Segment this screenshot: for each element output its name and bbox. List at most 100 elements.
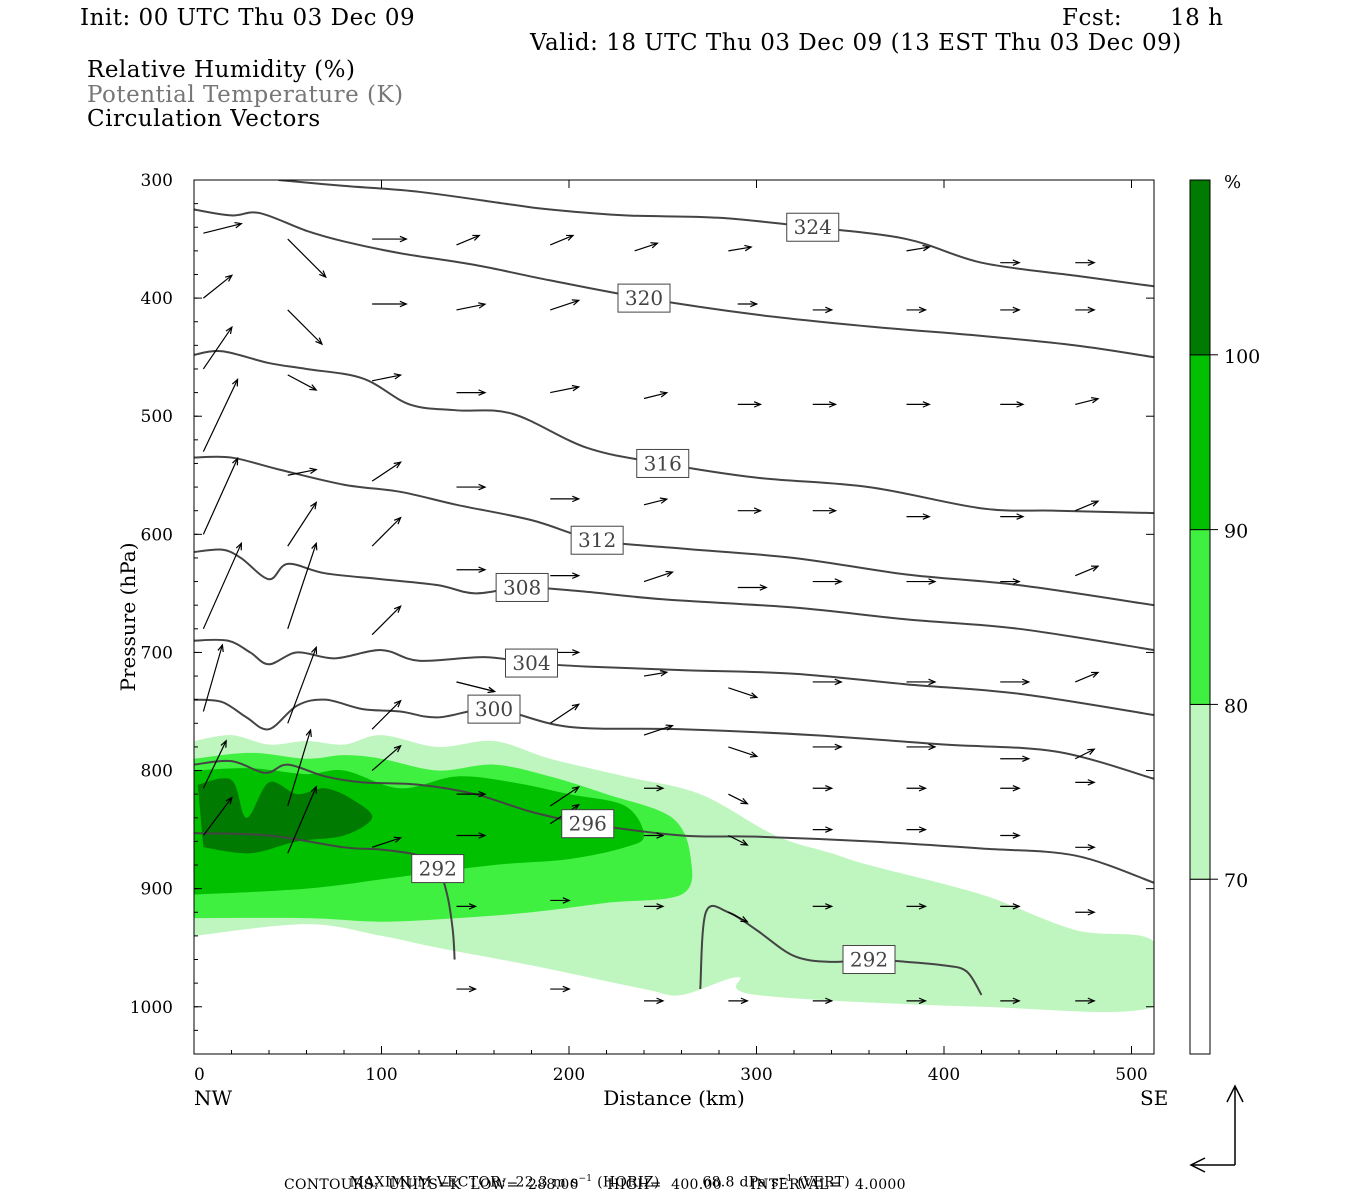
circulation-vector [1075, 306, 1096, 314]
vector-head [1022, 678, 1031, 686]
circulation-vector [372, 300, 408, 308]
theta-label-box [570, 525, 624, 555]
y-tick-label: 700 [141, 643, 173, 663]
x-tick-label: 200 [553, 1065, 585, 1085]
circulation-vector [287, 785, 317, 854]
contour-labels: 324 320 316 312 308 304 300 296 292 292 [411, 212, 896, 975]
vector-head [472, 234, 481, 241]
vector-head [234, 221, 243, 229]
theta-contours [194, 180, 1154, 996]
circulation-vector [202, 643, 224, 712]
theta-label: 304 [512, 651, 550, 675]
theta-label-box [495, 572, 549, 602]
vector-shaft [371, 517, 402, 547]
circulation-vector [737, 507, 763, 514]
circulation-vector [456, 832, 487, 839]
circulation-vector [1075, 565, 1100, 577]
max-vector-horiz-exp: −1 [578, 1174, 593, 1184]
max-vector-horiz-tag: (HORIZ) [597, 1174, 660, 1191]
vector-head [572, 495, 581, 503]
circulation-vector [549, 786, 581, 807]
vector-shaft [550, 234, 574, 246]
vector-shaft [371, 700, 402, 730]
circulation-vector [906, 903, 928, 910]
vector-head [918, 306, 928, 314]
contour-info: CONTOURS: UNITS=K LOW= 288.00 HIGH= 400.… [284, 1177, 906, 1193]
max-vector-vert-exp: −1 [778, 1174, 793, 1184]
circulation-vector [202, 796, 233, 836]
theta-label: 308 [503, 575, 541, 599]
x-tick-label: 300 [740, 1065, 772, 1085]
vector-head [918, 997, 928, 1005]
circulation-vector [1000, 903, 1021, 910]
vector-shaft [906, 246, 930, 252]
vector-head [1087, 306, 1096, 314]
circulation-vector [287, 501, 318, 547]
vector-head [922, 244, 931, 252]
vector-head [399, 235, 408, 243]
vector-head [468, 903, 478, 910]
vector-head [828, 507, 838, 514]
vector-head [749, 751, 759, 758]
circulation-vector [906, 743, 937, 751]
circulation-vector [812, 784, 834, 792]
circulation-vector [728, 244, 753, 252]
circulation-vector [1075, 779, 1096, 786]
x-end-nw: NW [194, 1086, 233, 1110]
circulation-vector [287, 309, 324, 346]
vector-head [1091, 565, 1100, 572]
vector-shaft [1075, 398, 1099, 405]
vector-shaft [287, 543, 317, 630]
vector-head [562, 897, 571, 904]
circulation-vector [203, 274, 234, 299]
vector-head [225, 325, 233, 335]
vector-shaft [728, 793, 748, 805]
colorbar-label: 80 [1224, 695, 1248, 717]
circulation-vector [1000, 832, 1021, 839]
x-tick-label: 100 [365, 1065, 397, 1085]
vector-head [310, 645, 318, 655]
vector-shaft [549, 703, 580, 724]
circulation-vector [812, 903, 834, 910]
plot-frame [193, 179, 1155, 1055]
theta-label: 292 [850, 948, 888, 972]
circulation-vector [906, 784, 928, 792]
vector-shaft [728, 834, 748, 846]
circulation-vector [456, 790, 487, 798]
vector-shaft [371, 837, 401, 848]
circulation-vector [456, 483, 487, 491]
circulation-vector [1075, 500, 1100, 512]
max-vector-label: MAXIMUM VECTOR: [349, 1174, 506, 1191]
theta-label: 316 [644, 451, 682, 475]
theta-contour-296 [194, 759, 1154, 884]
circulation-vector [287, 541, 318, 630]
vector-shaft [202, 740, 227, 789]
vector-shaft [643, 571, 673, 583]
circulation-vector [728, 911, 749, 923]
vector-shaft [203, 274, 233, 299]
vector-head [1012, 578, 1021, 585]
vector-shaft [1075, 500, 1099, 512]
theta-contour-324 [278, 180, 1154, 288]
x-tick-label: 500 [1115, 1065, 1147, 1085]
vector-head [478, 483, 487, 491]
circulation-vector [1000, 306, 1021, 314]
vector-head [825, 306, 834, 314]
vector-shaft [728, 246, 752, 252]
circulation-vector [550, 897, 571, 904]
vector-head [224, 274, 234, 282]
x-tick-label: 0 [194, 1065, 205, 1085]
colorbar-unit: % [1224, 172, 1241, 193]
circulation-vector [287, 728, 312, 807]
vector-head [393, 461, 402, 469]
circulation-vector [737, 401, 763, 408]
x-end-se: SE [1140, 1086, 1168, 1110]
circulation-vector [728, 793, 749, 805]
vector-head [235, 541, 243, 551]
vector-shaft [456, 234, 480, 246]
circulation-vector [287, 645, 318, 724]
colorbar: 70 80 90 100 [1189, 179, 1260, 1055]
circulation-vector [643, 570, 674, 583]
theta-label: 320 [625, 286, 663, 310]
